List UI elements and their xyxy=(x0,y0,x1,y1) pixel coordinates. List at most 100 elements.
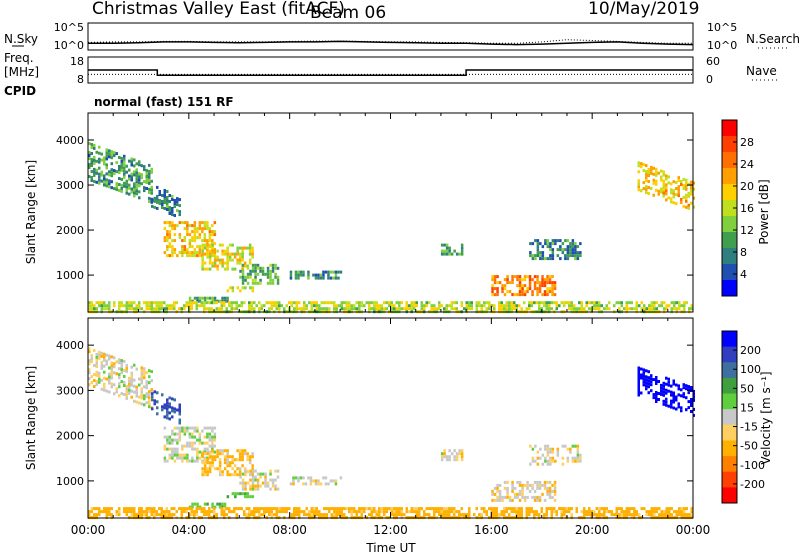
power-cells-cell xyxy=(105,163,108,167)
power-cells-cell xyxy=(171,239,174,243)
velocity-cells-cell xyxy=(143,513,146,517)
power-cells-cell xyxy=(269,269,272,273)
velocity-cells-cell xyxy=(208,435,212,439)
power-cells-cell xyxy=(345,307,348,311)
velocity-cells-cell xyxy=(183,510,186,514)
power-cells-cell xyxy=(565,301,568,305)
velocity-cells-cell xyxy=(226,452,229,456)
velocity-cells-cell xyxy=(637,390,640,394)
velocity-cells-cell xyxy=(662,399,665,403)
power-cells-cell xyxy=(373,304,376,308)
velocity-cells-cell xyxy=(173,459,177,463)
velocity-cells-cell xyxy=(211,447,214,451)
velocity-cells-cell xyxy=(213,438,217,442)
power-cells-cell xyxy=(140,307,143,311)
power-cells-cell xyxy=(645,179,648,183)
power-cells-cell xyxy=(299,273,303,277)
velocity-cells-cell xyxy=(148,510,151,514)
velocity-cells-cell xyxy=(662,390,665,394)
power-cells-cell xyxy=(88,301,91,305)
power-cells-cell xyxy=(556,254,560,258)
power-cells-cell xyxy=(465,307,468,311)
velocity-cells-cell xyxy=(680,394,683,398)
power-cells-cell xyxy=(138,301,141,305)
velocity-cells-cell xyxy=(113,392,116,396)
velocity-cells-cell xyxy=(150,513,153,517)
velocity-cells-cell xyxy=(188,444,192,448)
power-cells-cell xyxy=(90,161,93,164)
velocity-cells-cell xyxy=(662,393,665,397)
velocity-cells-cell xyxy=(243,449,247,453)
power-cells-cell xyxy=(546,293,549,297)
power-cells-cell xyxy=(186,233,189,237)
power-cells-cell xyxy=(166,239,169,243)
velocity-cells-cell xyxy=(425,513,428,517)
power-cells-cell xyxy=(93,307,96,311)
velocity-cells-cell xyxy=(520,510,523,514)
velocity-cells-cell xyxy=(205,513,208,517)
power-cells-cell xyxy=(334,276,338,280)
power-cells-cell xyxy=(390,304,393,308)
velocity-cells-cell xyxy=(198,441,202,445)
power-cells-cell xyxy=(373,301,376,305)
velocity-cells-cell xyxy=(254,487,257,491)
power-cells-cell xyxy=(375,307,378,311)
velocity-cells-cell xyxy=(115,372,118,376)
velocity-cells-cell xyxy=(493,510,496,514)
velocity-cells-cell xyxy=(105,507,108,511)
power-cells-cell xyxy=(670,191,673,195)
velocity-cells-cell xyxy=(231,467,234,471)
velocity-cells-cell xyxy=(253,513,256,517)
power-cells-cell xyxy=(690,186,693,190)
velocity-cells-cell xyxy=(685,513,688,517)
power-cells-cell xyxy=(491,284,494,288)
power-cells-cell xyxy=(498,281,502,285)
velocity-cells-cell xyxy=(536,462,540,466)
power-cells-cell xyxy=(593,301,596,305)
power-cells-cell xyxy=(226,258,229,262)
velocity-cells-cell xyxy=(560,513,563,517)
velocity-cells-cell xyxy=(620,510,623,514)
power-cells-cell xyxy=(191,245,194,249)
velocity-cells-cell xyxy=(677,405,680,409)
power-cells-cell xyxy=(672,192,675,196)
power-cells-cell xyxy=(675,187,678,191)
velocity-cells-cell xyxy=(166,413,169,417)
velocity-cells-cell xyxy=(662,384,665,388)
power-cells-cell xyxy=(108,155,111,159)
power-cells-cell xyxy=(508,304,511,308)
velocity-cells-cell xyxy=(228,461,232,465)
power-cells-cell xyxy=(445,307,448,311)
velocity-cells-cell xyxy=(176,426,179,430)
power-cells-cell xyxy=(645,188,648,192)
power-cells-cell xyxy=(238,261,242,265)
date-label: 10/May/2019 xyxy=(588,0,700,19)
power-cells-cell xyxy=(521,284,524,288)
power-cells-cell xyxy=(148,187,151,191)
power-cells-cell xyxy=(265,301,268,305)
velocity-cells-cell xyxy=(675,383,678,387)
velocity-cells-cell xyxy=(534,459,537,463)
velocity-cells-cell xyxy=(120,365,123,369)
power-cells-cell xyxy=(143,165,146,169)
velocity-cells-cell xyxy=(667,383,670,387)
power-cells-cell xyxy=(98,301,101,305)
velocity-cells-cell xyxy=(672,391,675,395)
power-cells-cell xyxy=(110,174,113,178)
power-cells-cell xyxy=(173,224,177,228)
power-cells-cell xyxy=(531,293,534,297)
velocity-cells-cell xyxy=(598,510,601,514)
power-cells-cell xyxy=(530,301,533,305)
velocity-cells-cell xyxy=(178,456,182,460)
power-cells-cell xyxy=(271,269,275,273)
velocity-cells-cell xyxy=(103,510,106,514)
power-cells-cell xyxy=(191,230,194,234)
power-cells-cell xyxy=(133,194,136,198)
power-cells-cell xyxy=(503,293,507,297)
power-cells-cell xyxy=(208,307,211,311)
power-cells-cell xyxy=(667,196,670,200)
velocity-cells-cell xyxy=(218,452,222,456)
power-cells-cell xyxy=(171,245,174,249)
velocity-cells-cell xyxy=(208,464,212,468)
velocity-colorbar-swatch xyxy=(722,424,737,441)
